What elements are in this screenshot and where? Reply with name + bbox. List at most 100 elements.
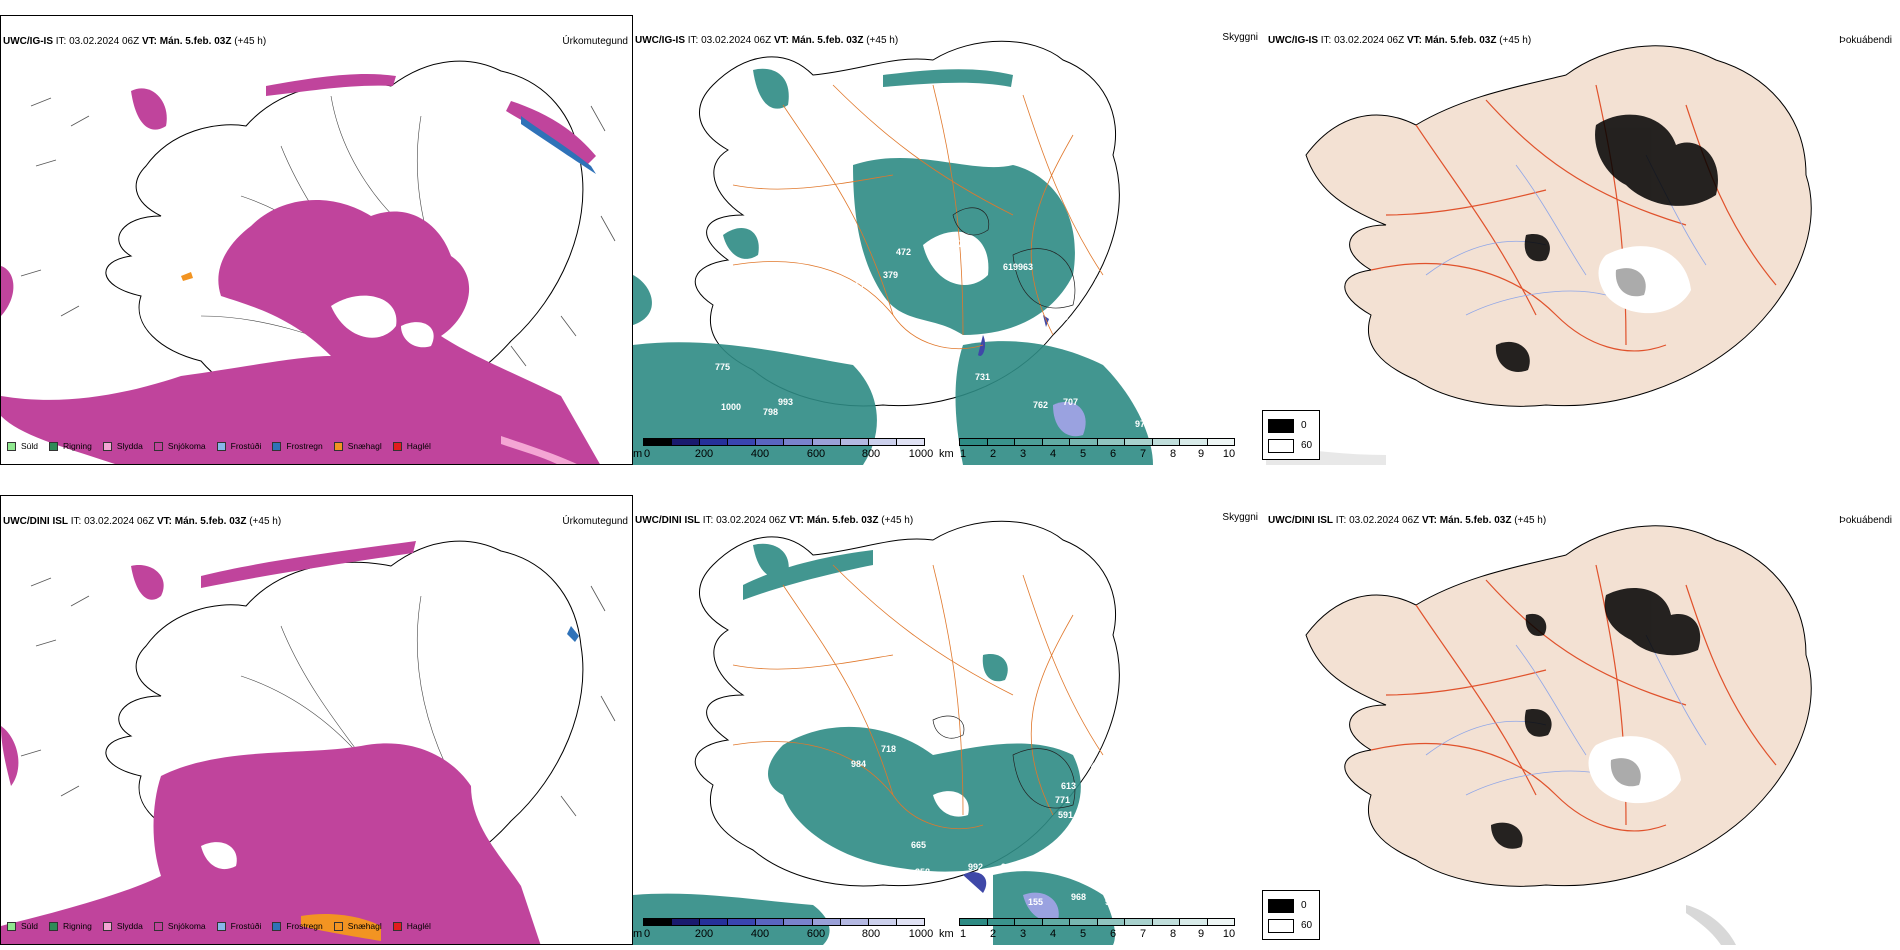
vis-label: 489	[1091, 761, 1106, 771]
fog-legend-row2: 0 60	[1262, 890, 1320, 940]
visibility-panel-row2: 984 718 421 613 771 591 489 665 358 992 …	[633, 495, 1266, 945]
colorbar-tick: 0	[643, 448, 651, 460]
vis-label: 248	[938, 382, 953, 392]
colorbar-tick: 9	[1197, 928, 1205, 940]
panel-header: UWC/DINI ISL IT: 03.02.2024 06Z VT: Mán.…	[1268, 515, 1547, 526]
swatch-rigning	[49, 921, 59, 931]
fog-legend-label: 0	[1301, 420, 1307, 431]
fog-panel-row1: UWC/IG-IS IT: 03.02.2024 06Z VT: Mán. 5.…	[1266, 15, 1900, 465]
fog-map-row1	[1266, 45, 1812, 465]
panel-header: UWC/IG-IS IT: 03.02.2024 06Z VT: Mán. 5.…	[635, 35, 899, 46]
panel-title: Úrkomutegund	[562, 36, 628, 47]
vis-label: 391	[1061, 334, 1076, 344]
colorbar-km-bar	[959, 918, 1235, 926]
swatch-snaehagl	[333, 441, 343, 451]
colorbar-tick: 200	[694, 448, 714, 460]
panel-title: Þokuábendi	[1839, 515, 1892, 526]
precip-legend: Súld Rigning Slydda Snjókoma Frostúði Fr…	[7, 439, 442, 453]
colorbar-unit: km	[939, 928, 954, 940]
fog-panel-row2: UWC/DINI ISL IT: 03.02.2024 06Z VT: Mán.…	[1266, 495, 1900, 945]
vis-label: 992	[968, 862, 983, 872]
vis-label: 911	[1001, 862, 1016, 872]
colorbar-tick: 200	[694, 928, 714, 940]
fog-legend-label: 60	[1301, 920, 1313, 931]
legend-item: Haglél	[392, 441, 431, 451]
colorbar-km-bar	[959, 438, 1235, 446]
colorbar-tick: 3	[1019, 928, 1027, 940]
colorbar-tick: 600	[806, 448, 826, 460]
vis-label: 318	[941, 367, 956, 377]
vis-label: 155	[1028, 897, 1043, 907]
colorbar-unit: km	[939, 448, 954, 460]
vis-label: 762	[1033, 400, 1048, 410]
colorbar-tick: 2	[989, 448, 997, 460]
swatch-haglel	[392, 921, 402, 931]
vis-label: 1000	[721, 402, 741, 412]
vis-label: 588	[1087, 292, 1102, 302]
colorbar-tick: 10	[1222, 928, 1236, 940]
vis-colorbar-m: m 0 200 400 600 800 1000	[633, 436, 933, 464]
vis-label: 978	[1135, 419, 1150, 429]
swatch-frostregn	[272, 921, 282, 931]
legend-item: Súld	[7, 441, 38, 451]
precip-map-row1	[1, 60, 616, 464]
vis-label: 789	[958, 239, 973, 249]
fog-swatch-60	[1268, 439, 1294, 453]
colorbar-tick: 400	[750, 448, 770, 460]
legend-item: Frostregn	[272, 441, 323, 451]
vis-label: 348	[1053, 312, 1068, 322]
vis-colorbar-km: km 1 2 3 4 5 6 7 8 9 10	[939, 916, 1239, 944]
colorbar-tick: 800	[861, 928, 881, 940]
vis-label: 613	[1061, 781, 1076, 791]
vis-colorbar-km: km 1 2 3 4 5 6 7 8 9 10	[939, 436, 1239, 464]
colorbar-tick: 600	[806, 928, 826, 940]
swatch-snjokoma	[153, 441, 163, 451]
colorbar-tick: 9	[1197, 448, 1205, 460]
panel-title: Úrkomutegund	[562, 516, 628, 527]
vis-label: 472	[896, 247, 911, 257]
fog-swatch-0	[1268, 899, 1294, 913]
vis-label: 757	[1033, 860, 1048, 870]
precip-map-row2	[1, 540, 616, 944]
colorbar-m-bar	[643, 438, 925, 446]
swatch-sudd	[7, 921, 16, 931]
colorbar-tick: 7	[1139, 448, 1147, 460]
vis-label: 570	[855, 281, 870, 291]
vis-label: 298	[1081, 169, 1096, 179]
swatch-slydda	[102, 921, 112, 931]
colorbar-tick: 4	[1049, 928, 1057, 940]
fog-legend-label: 60	[1301, 440, 1313, 451]
vis-label: 665	[911, 840, 926, 850]
vis-colorbar-m: m 0 200 400 600 800 1000	[633, 916, 933, 944]
fog-swatch-0	[1268, 419, 1294, 433]
fog-legend-label: 0	[1301, 900, 1307, 911]
vis-label: 968	[1071, 892, 1086, 902]
colorbar-tick: 3	[1019, 448, 1027, 460]
vis-label: 42	[801, 342, 811, 352]
swatch-snjokoma	[153, 921, 163, 931]
vis-label: 707	[1063, 397, 1078, 407]
vis-label: 1027	[645, 327, 665, 337]
swatch-snaehagl	[333, 921, 343, 931]
legend-item: Rigning	[49, 921, 92, 931]
legend-item: Súld	[7, 921, 38, 931]
panel-header: UWC/DINI ISL IT: 03.02.2024 06Z VT: Mán.…	[3, 516, 282, 527]
visibility-map-row1: 789 472 379 570 619963 750 588 348 391 4…	[633, 40, 1153, 465]
visibility-panel-row1: 789 472 379 570 619963 750 588 348 391 4…	[633, 15, 1266, 465]
vis-label: 771	[1055, 795, 1070, 805]
panel-title: Skyggni	[1222, 32, 1258, 43]
legend-item: Frostúði	[216, 441, 261, 451]
panel-title: Skyggni	[1222, 512, 1258, 523]
vis-label: 358	[915, 867, 930, 877]
swatch-slydda	[102, 441, 112, 451]
colorbar-tick: 4	[1049, 448, 1057, 460]
swatch-haglel	[392, 441, 402, 451]
precip-panel-row2: UWC/DINI ISL IT: 03.02.2024 06Z VT: Mán.…	[0, 495, 633, 945]
legend-item: Slydda	[102, 441, 143, 451]
swatch-frostudi	[216, 441, 226, 451]
colorbar-tick: 1000	[908, 928, 934, 940]
colorbar-tick: 0	[643, 928, 651, 940]
precip-legend: Súld Rigning Slydda Snjókoma Frostúði Fr…	[7, 919, 442, 933]
visibility-map-row2: 984 718 421 613 771 591 489 665 358 992 …	[633, 520, 1120, 945]
fog-map-row2	[1305, 525, 1812, 945]
